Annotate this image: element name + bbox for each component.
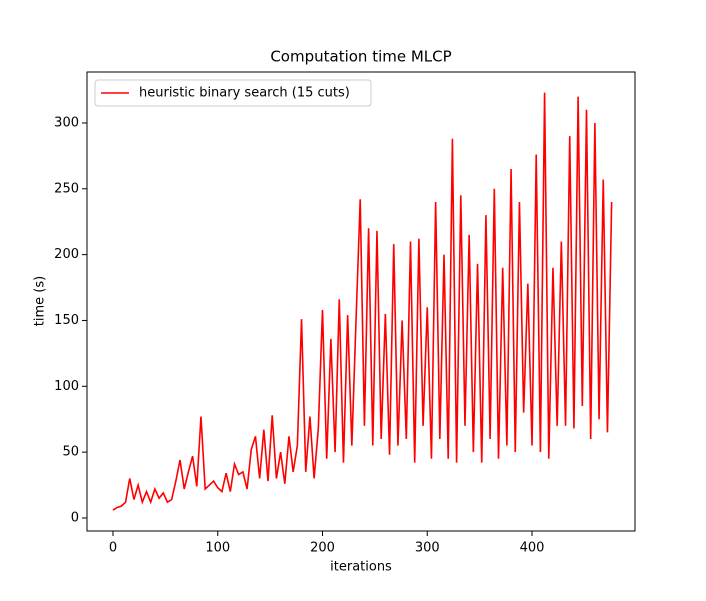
x-tick-label: 200	[310, 541, 335, 556]
y-tick-label: 300	[54, 115, 79, 130]
legend-label: heuristic binary search (15 cuts)	[139, 86, 350, 101]
x-tick-label: 100	[205, 541, 230, 556]
y-axis-label: time (s)	[33, 276, 48, 326]
chart-title: Computation time MLCP	[270, 48, 451, 66]
y-tick-label: 0	[71, 510, 79, 525]
y-tick-label: 100	[54, 379, 79, 394]
y-tick-label: 200	[54, 247, 79, 262]
x-tick-label: 400	[520, 541, 545, 556]
plot-frame	[86, 71, 636, 532]
x-axis-label: iterations	[330, 560, 392, 575]
y-tick-label: 50	[62, 445, 79, 460]
y-tick-label: 250	[54, 181, 79, 196]
legend-box	[94, 79, 372, 107]
line	[112, 92, 613, 511]
x-tick-label: 0	[109, 541, 117, 556]
x-tick-label: 300	[415, 541, 440, 556]
y-tick-label: 150	[54, 313, 79, 328]
